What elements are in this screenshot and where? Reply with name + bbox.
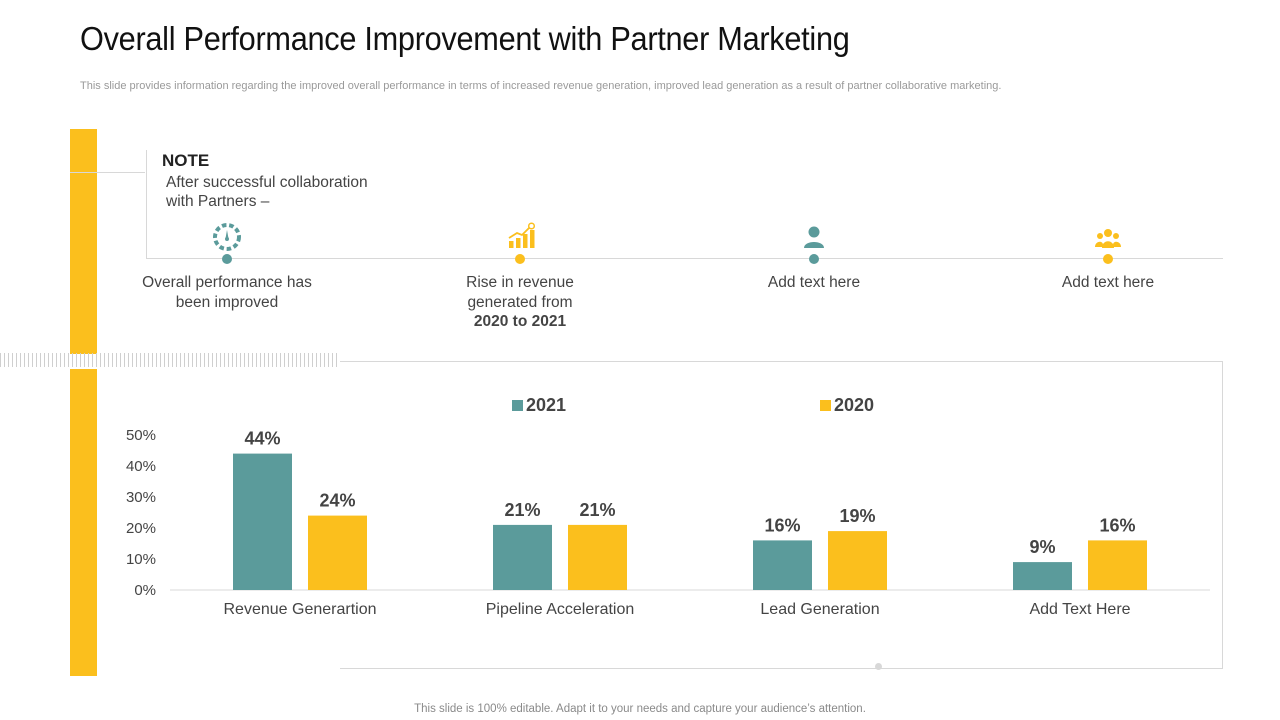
x-tick-label: Pipeline Acceleration <box>486 601 635 618</box>
data-label: 21% <box>579 500 615 520</box>
feature-text-3: Add text here <box>729 273 899 293</box>
note-divider-line <box>146 150 147 258</box>
footer-text: This slide is 100% editable. Adapt it to… <box>414 703 866 715</box>
y-tick-label: 30% <box>126 489 156 506</box>
bar-2020 <box>828 531 887 590</box>
timeline-dot-1 <box>222 254 232 264</box>
data-label: 9% <box>1029 537 1055 557</box>
y-tick-label: 40% <box>126 458 156 475</box>
data-label: 16% <box>764 515 800 535</box>
note-title: NOTE <box>162 151 210 170</box>
feature-3-line1: Add text here <box>767 274 861 291</box>
timeline-line <box>146 258 1223 259</box>
feature-4-line1: Add text here <box>1061 274 1155 291</box>
person-icon <box>804 226 824 248</box>
bar-2021 <box>493 524 552 590</box>
y-tick-label: 50% <box>126 427 156 444</box>
bar-2021 <box>1013 562 1072 590</box>
bar-2020 <box>1088 540 1147 590</box>
feature-1-line1: Overall performance has been improved <box>142 274 312 311</box>
legend-label-2021: 2021 <box>526 395 567 415</box>
feature-2-line2: 2020 to 2021 <box>473 313 567 330</box>
feature-text-2: Rise in revenue generated from 2020 to 2… <box>435 273 605 332</box>
legend-swatch-2020 <box>820 400 831 411</box>
timeline-dot-3 <box>809 254 819 264</box>
legend-label-2020: 2020 <box>834 395 875 415</box>
y-tick-label: 0% <box>134 582 156 599</box>
y-tick-label: 20% <box>126 520 156 537</box>
bar-2021 <box>233 453 292 590</box>
data-label: 16% <box>1099 515 1135 535</box>
y-tick-label: 10% <box>126 551 156 568</box>
feature-text-1: Overall performance has been improved <box>142 273 312 312</box>
chart-frame <box>340 361 1223 669</box>
accent-bar-top <box>70 129 97 354</box>
slide-title: Overall Performance Improvement with Par… <box>80 20 850 57</box>
hatch-divider <box>0 353 340 367</box>
data-label: 44% <box>244 429 280 449</box>
slide-subtitle: This slide provides information regardin… <box>80 80 1002 92</box>
bar-2020 <box>308 515 367 590</box>
x-tick-label: Revenue Generartion <box>224 601 377 618</box>
legend-item-2020: 2020 <box>820 395 874 416</box>
feature-2-line1: Rise in revenue generated from <box>466 274 574 311</box>
legend-swatch-2021 <box>512 400 523 411</box>
x-tick-label: Lead Generation <box>760 601 879 618</box>
feature-text-4: Add text here <box>1023 273 1193 293</box>
team-icon <box>1095 229 1121 248</box>
note-text: After successful collaboration with Part… <box>166 174 368 210</box>
accent-bar-bottom <box>70 369 97 676</box>
data-label: 21% <box>504 500 540 520</box>
legend-item-2021: 2021 <box>512 395 566 416</box>
chart-frame-dot <box>875 663 882 670</box>
timeline-dot-2 <box>515 254 525 264</box>
timeline-dot-4 <box>1103 254 1113 264</box>
growth-chart-icon <box>508 222 536 248</box>
data-label: 19% <box>839 506 875 526</box>
bar-2021 <box>753 540 812 590</box>
x-tick-label: Add Text Here <box>1029 601 1130 618</box>
bar-2020 <box>568 524 627 590</box>
speedometer-icon <box>213 223 241 251</box>
data-label: 24% <box>319 491 355 511</box>
note-connector-line <box>70 172 145 173</box>
